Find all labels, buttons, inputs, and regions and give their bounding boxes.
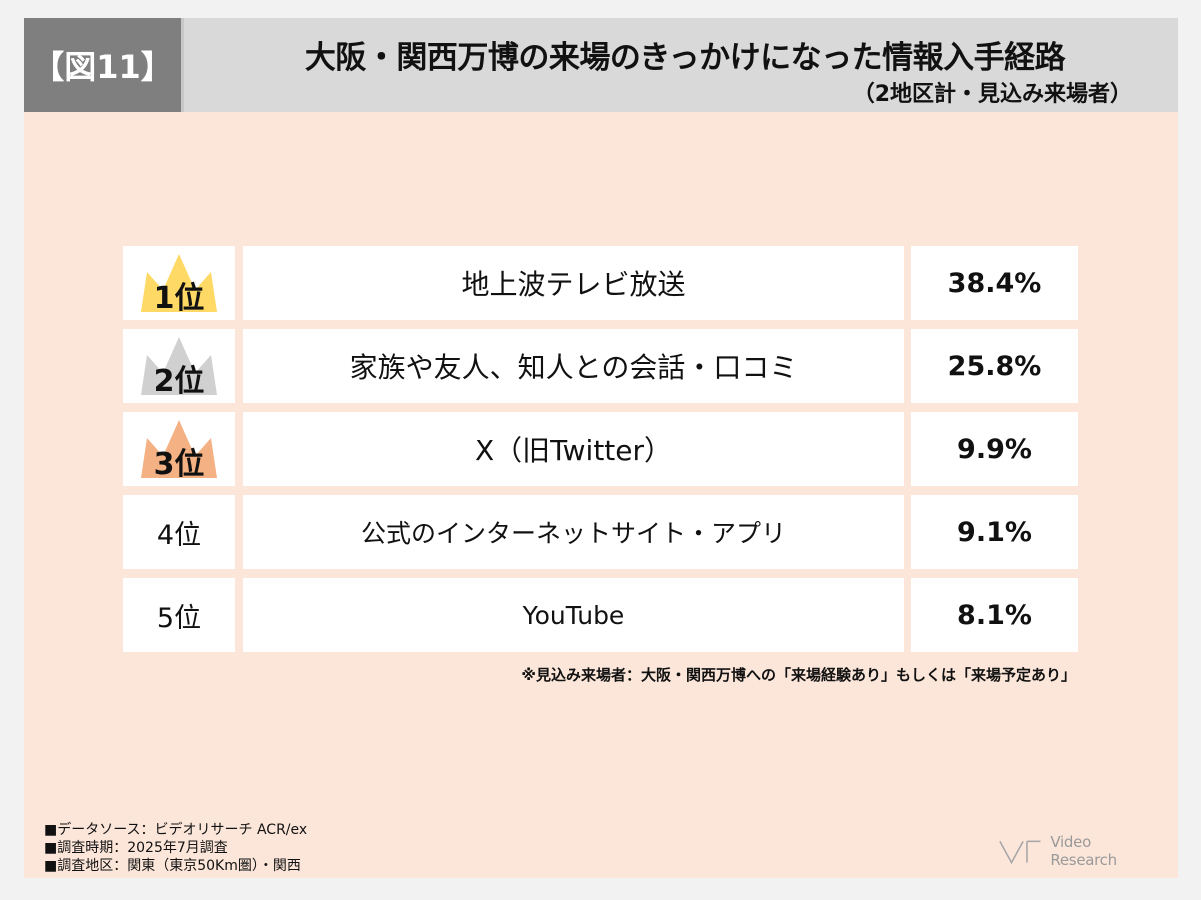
- rank-label: 4位: [156, 519, 202, 551]
- percentage-value: 9.1%: [911, 495, 1078, 569]
- category-label: 地上波テレビ放送: [243, 246, 904, 320]
- category-label: YouTube: [243, 578, 904, 652]
- rank-cell: 5位: [123, 578, 235, 652]
- rank-label: 3位: [153, 447, 205, 482]
- silver-crown-icon: [141, 337, 217, 395]
- percentage-value: 38.4%: [911, 246, 1078, 320]
- rank-cell: 1位: [123, 246, 235, 320]
- rank-cell: 2位: [123, 329, 235, 403]
- rank-cell: 4位: [123, 495, 235, 569]
- figure-label: 【図11】: [24, 18, 184, 112]
- survey-area-line: ■調査地区：関東（東京50Km圏）・関西: [44, 858, 301, 874]
- category-label: 家族や友人、知人との会話・口コミ: [243, 329, 904, 403]
- percentage-value: 8.1%: [911, 578, 1078, 652]
- percentage-value: 25.8%: [911, 329, 1078, 403]
- footnote: ※見込み来場者：大阪・関西万博への「来場経験あり」もしくは「来場予定あり」: [521, 666, 1076, 684]
- survey-period-line: ■調査時期：2025年7月調査: [44, 840, 228, 856]
- slide: 【図11】 大阪・関西万博の来場のきっかけになった情報入手経路 （2地区計・見込…: [24, 18, 1178, 878]
- page-subtitle: （2地区計・見込み来場者）: [852, 82, 1132, 107]
- rank-cell: 3位: [123, 412, 235, 486]
- percentage-value: 9.9%: [911, 412, 1078, 486]
- rank-label: 2位: [153, 364, 205, 399]
- page-title: 大阪・関西万博の来場のきっかけになった情報入手経路: [304, 40, 1066, 76]
- bronze-crown-icon: [141, 420, 217, 478]
- category-label: 公式のインターネットサイト・アプリ: [243, 495, 904, 569]
- gold-crown-icon: [141, 254, 217, 312]
- rank-label: 1位: [153, 281, 205, 316]
- video-research-logo: Video Research: [998, 833, 1158, 869]
- logo-text: Video Research: [1050, 833, 1117, 869]
- header-bar: 【図11】 大阪・関西万博の来場のきっかけになった情報入手経路 （2地区計・見込…: [24, 18, 1178, 112]
- source-line: ■データソース：ビデオリサーチ ACR/ex: [44, 822, 308, 838]
- video-research-logo-icon: [999, 840, 1041, 865]
- category-label: X（旧Twitter）: [243, 412, 904, 486]
- rank-label: 5位: [156, 602, 202, 634]
